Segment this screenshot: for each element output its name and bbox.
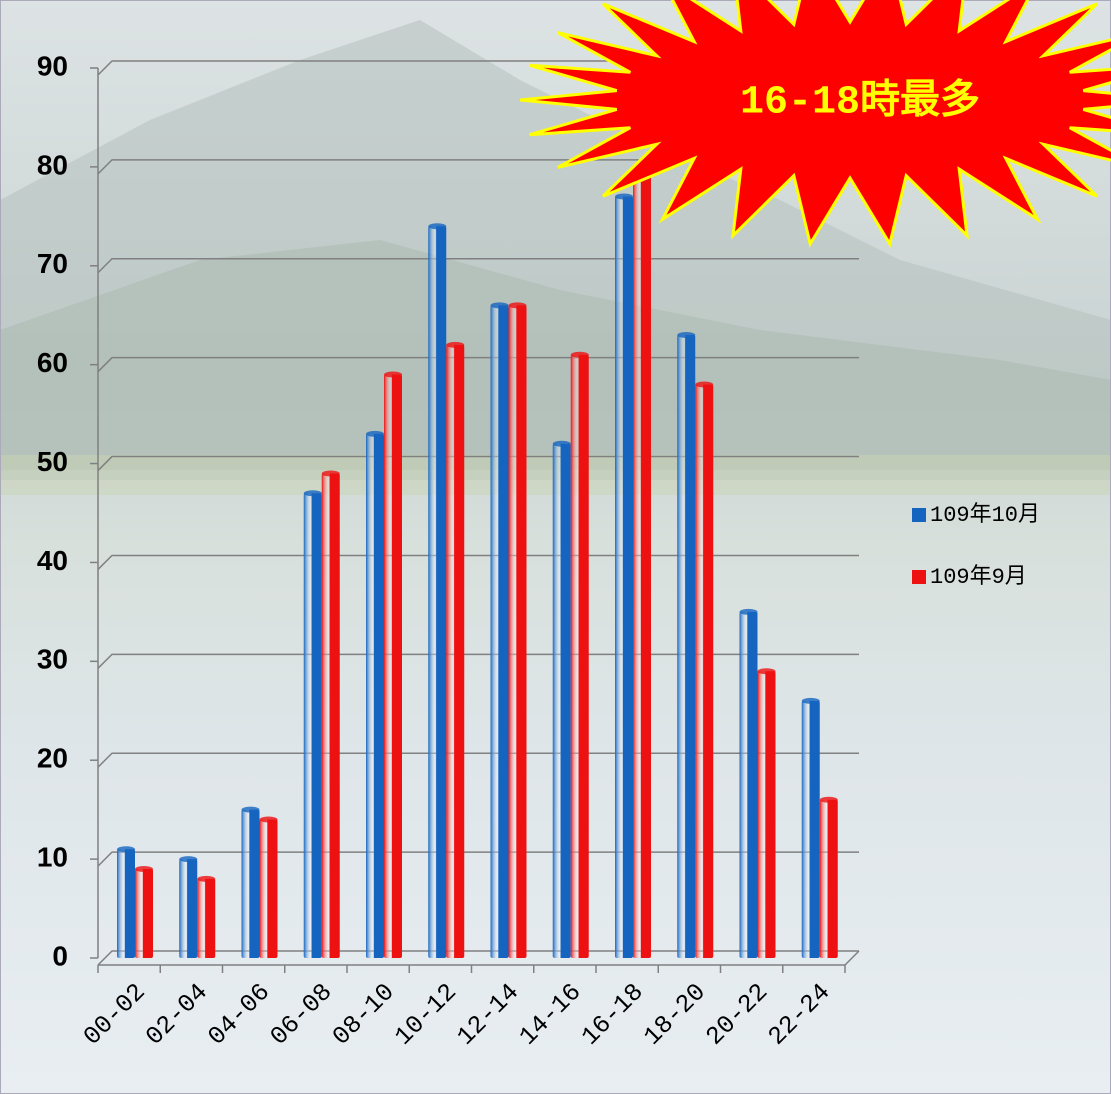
bar-top: [117, 846, 135, 853]
grid-line: [97, 653, 859, 669]
bar-top: [321, 470, 340, 477]
bar: [197, 878, 216, 958]
bar: [303, 493, 322, 958]
bar-top: [366, 430, 384, 437]
bar-top: [819, 796, 838, 803]
bar: [241, 809, 260, 958]
bar: [757, 671, 776, 958]
y-tick-label: 80: [37, 149, 68, 180]
bar-top: [197, 875, 216, 882]
bar: [633, 166, 651, 958]
bar: [695, 384, 714, 958]
y-tick-label: 70: [37, 248, 68, 279]
bar: [259, 819, 278, 958]
grid-line: [97, 554, 859, 570]
grid-line: [97, 851, 859, 867]
bar: [739, 611, 758, 958]
y-tick-label: 60: [37, 347, 68, 378]
y-tick-label: 50: [37, 446, 68, 477]
bar-top: [490, 302, 509, 309]
bar-top: [135, 866, 153, 872]
bar-top: [179, 856, 198, 863]
y-tick-label: 30: [37, 644, 68, 675]
bar: [384, 374, 402, 958]
starburst: [519, 0, 1111, 248]
legend-swatch: [912, 570, 926, 584]
bar: [570, 354, 589, 958]
bar-top: [552, 440, 571, 447]
bar-top: [615, 193, 633, 200]
bar-top: [508, 302, 527, 309]
annotation: 16-18時最多: [740, 78, 980, 126]
bar: [428, 226, 447, 958]
y-tick-label: 10: [37, 842, 68, 873]
legend-swatch: [912, 508, 926, 522]
bar: [490, 305, 509, 958]
bar-top: [801, 697, 820, 704]
bar: [446, 344, 465, 958]
bar: [552, 443, 571, 958]
bar: [677, 335, 696, 958]
mountain: [0, 240, 1111, 470]
grid-line: [97, 356, 859, 373]
bar: [135, 869, 153, 958]
bar-top: [241, 806, 260, 813]
bar-top: [757, 668, 776, 675]
y-tick-label: 40: [37, 545, 68, 576]
grid-line: [97, 455, 859, 472]
y-tick-label: 0: [52, 940, 68, 971]
bar-top: [739, 608, 758, 615]
grid-line: [97, 752, 859, 768]
bar: [615, 196, 633, 959]
bar: [179, 859, 198, 958]
bar-top: [303, 490, 322, 497]
legend-label: 109年9月: [930, 564, 1027, 590]
bar-top: [677, 332, 696, 338]
x-axis-floor: [844, 950, 860, 966]
bar-top: [384, 371, 402, 378]
y-tick-label: 90: [37, 50, 68, 81]
bar: [801, 700, 820, 958]
legend-label: 109年10月: [930, 502, 1040, 528]
bar-top: [428, 223, 447, 230]
grid-line: [97, 950, 859, 966]
bar: [819, 799, 838, 958]
y-tick-label: 20: [37, 743, 68, 774]
bar-top: [695, 381, 714, 388]
grid-line: [97, 258, 859, 274]
bar-top: [259, 816, 278, 823]
bar-top: [446, 341, 465, 348]
bar: [117, 849, 135, 958]
bar: [366, 433, 384, 958]
grid-line: [97, 159, 859, 175]
bar: [508, 305, 527, 958]
bar: [321, 473, 340, 958]
bar-top: [570, 351, 589, 358]
